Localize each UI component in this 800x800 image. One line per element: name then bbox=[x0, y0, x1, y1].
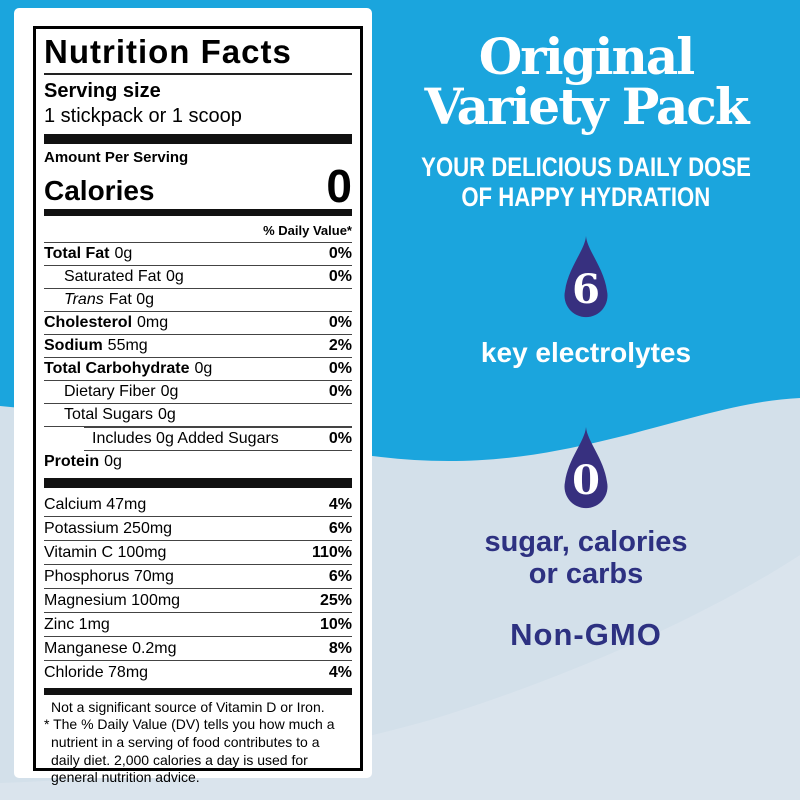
nutrient-name: Total Sugars bbox=[64, 406, 153, 424]
mineral-dv: 110% bbox=[311, 543, 352, 561]
nutrient-name: Sodium bbox=[44, 337, 103, 355]
nutrient-name: Total Carbohydrate bbox=[44, 360, 190, 378]
mineral-row-chloride: Chloride 78mg 4% bbox=[44, 661, 352, 684]
mineral-dv: 6% bbox=[328, 519, 352, 537]
nutrient-row-saturated-fat: Saturated Fat 0g 0% bbox=[44, 266, 352, 289]
mineral-name: Manganese 0.2mg bbox=[44, 639, 177, 657]
nutrient-amount: 0g bbox=[114, 245, 133, 263]
mineral-name: Phosphorus 70mg bbox=[44, 567, 174, 585]
nutrient-dv: 0% bbox=[328, 360, 352, 378]
nutrient-name: Cholesterol bbox=[44, 314, 133, 332]
tagline: YOUR DELICIOUS DAILY DOSE OF HAPPY HYDRA… bbox=[385, 152, 787, 212]
daily-value-header: % Daily Value* bbox=[44, 220, 352, 243]
footnotes: Not a significant source of Vitamin D or… bbox=[44, 699, 352, 787]
mineral-name: Calcium 47mg bbox=[44, 495, 147, 513]
nutrition-facts-title: Nutrition Facts bbox=[44, 33, 292, 70]
footnote-not-significant: Not a significant source of Vitamin D or… bbox=[51, 698, 325, 715]
water-drop-shape bbox=[564, 427, 608, 509]
nutrient-amount: Fat 0g bbox=[108, 291, 155, 309]
nutrient-dv: 0% bbox=[328, 383, 352, 401]
nutrient-rows: Total Fat 0g 0% Saturated Fat 0g 0% Trans F… bbox=[44, 243, 352, 473]
mineral-dv: 25% bbox=[319, 591, 352, 609]
amount-per-serving-label: Amount Per Serving bbox=[44, 148, 189, 166]
nutrient-amount: 0g bbox=[104, 453, 122, 471]
tagline-line2: OF HAPPY HYDRATION bbox=[461, 182, 711, 213]
calories-value: 0 bbox=[326, 159, 352, 212]
nutrient-row-total-sugars: Total Sugars 0g bbox=[44, 404, 352, 427]
serving-size-label: Serving size bbox=[44, 79, 161, 102]
nutrient-name: Total Fat bbox=[44, 245, 110, 263]
nutrient-dv: 0% bbox=[328, 430, 352, 448]
mineral-row-phosphorus: Phosphorus 70mg 6% bbox=[44, 565, 352, 589]
mineral-row-zinc: Zinc 1mg 10% bbox=[44, 613, 352, 637]
zero-sugar-caption: sugar, calories or carbs bbox=[484, 526, 688, 591]
nutrient-name: Includes 0g Added Sugars bbox=[92, 430, 279, 448]
nutrient-amount: 0g bbox=[165, 268, 184, 286]
drop-number-zero: 0 bbox=[572, 457, 600, 505]
nutrient-dv: 0% bbox=[328, 314, 352, 332]
mineral-row-vitamin-c: Vitamin C 100mg 110% bbox=[44, 541, 352, 565]
medium-divider bbox=[44, 208, 352, 216]
zero-sugar-caption-line1: sugar, calories bbox=[484, 526, 688, 559]
mineral-dv: 6% bbox=[328, 567, 352, 585]
nutrient-dv: 0% bbox=[328, 268, 352, 286]
nutrient-amount: 55mg bbox=[107, 337, 148, 355]
nutrient-name: Protein bbox=[44, 453, 100, 471]
serving-size-value: 1 stickpack or 1 scoop bbox=[44, 104, 242, 127]
nutrient-dv: 0% bbox=[328, 245, 352, 263]
water-drop-icon-zero: 0 bbox=[554, 425, 618, 521]
nutrient-row-total-fat: Total Fat 0g 0% bbox=[44, 243, 352, 266]
mineral-row-potassium: Potassium 250mg 6% bbox=[44, 517, 352, 541]
mineral-name: Zinc 1mg bbox=[44, 615, 110, 633]
footnote-daily-value: * The % Daily Value (DV) tells you how m… bbox=[44, 716, 335, 786]
divider bbox=[44, 72, 352, 75]
nutrient-dv: 2% bbox=[328, 337, 352, 355]
nutrient-row-cholesterol: Cholesterol 0mg 0% bbox=[44, 312, 352, 335]
mineral-dv: 8% bbox=[328, 639, 352, 657]
mineral-name: Chloride 78mg bbox=[44, 663, 149, 681]
water-drop-icon-electrolytes: 6 bbox=[554, 234, 618, 330]
nutrient-row-total-carbohydrate: Total Carbohydrate 0g 0% bbox=[44, 358, 352, 381]
mineral-name: Magnesium 100mg bbox=[44, 591, 181, 609]
mineral-dv: 4% bbox=[328, 495, 352, 513]
thick-divider bbox=[44, 477, 352, 488]
medium-divider bbox=[44, 687, 352, 695]
mineral-dv: 4% bbox=[328, 663, 352, 681]
nutrient-row-dietary-fiber: Dietary Fiber 0g 0% bbox=[44, 381, 352, 404]
nutrient-name: Trans bbox=[64, 291, 104, 309]
calories-row: Calories 0 bbox=[44, 159, 352, 212]
nutrient-amount: 0g bbox=[160, 383, 179, 401]
tagline-line1: YOUR DELICIOUS DAILY DOSE bbox=[421, 152, 751, 182]
mineral-row-manganese: Manganese 0.2mg 8% bbox=[44, 637, 352, 661]
calories-label: Calories bbox=[44, 174, 155, 206]
nutrient-name: Saturated Fat bbox=[64, 268, 161, 286]
key-electrolytes-caption: key electrolytes bbox=[480, 337, 692, 369]
nutrient-row-sodium: Sodium 55mg 2% bbox=[44, 335, 352, 358]
nutrient-row-trans-fat: Trans Fat 0g bbox=[44, 289, 352, 312]
thick-divider bbox=[44, 133, 352, 144]
nutrition-facts-box: Nutrition Facts Serving size 1 stickpack… bbox=[33, 26, 363, 785]
product-title: Original Variety Pack bbox=[424, 27, 749, 136]
mineral-dv: 10% bbox=[319, 615, 352, 633]
mineral-rows: Calcium 47mg 4% Potassium 250mg 6% Vitam… bbox=[44, 493, 352, 684]
drop-number-six: 6 bbox=[572, 266, 600, 314]
zero-sugar-caption-line2: or carbs bbox=[528, 558, 644, 591]
nutrient-amount: 0g bbox=[194, 360, 213, 378]
mineral-name: Potassium 250mg bbox=[44, 519, 173, 537]
mineral-row-magnesium: Magnesium 100mg 25% bbox=[44, 589, 352, 613]
nutrient-row-added-sugars: Includes 0g Added Sugars 0% bbox=[84, 426, 352, 451]
promo-panel: Original Variety Pack YOUR DELICIOUS DAI… bbox=[372, 0, 800, 800]
nutrient-row-protein: Protein 0g bbox=[44, 451, 352, 473]
nutrient-amount: 0mg bbox=[137, 314, 169, 332]
background-swoosh bbox=[0, 555, 800, 800]
mineral-name: Vitamin C 100mg bbox=[44, 543, 167, 561]
mineral-row-calcium: Calcium 47mg 4% bbox=[44, 493, 352, 517]
product-title-line1: Original bbox=[478, 27, 696, 86]
water-drop-shape bbox=[564, 236, 608, 318]
non-gmo-text: Non-GMO bbox=[510, 617, 662, 653]
nutrition-facts-card: Nutrition Facts Serving size 1 stickpack… bbox=[14, 8, 372, 785]
nutrient-amount: 0g bbox=[157, 406, 176, 424]
nutrient-name: Dietary Fiber bbox=[64, 383, 156, 401]
product-title-line2: Variety Pack bbox=[424, 77, 749, 136]
